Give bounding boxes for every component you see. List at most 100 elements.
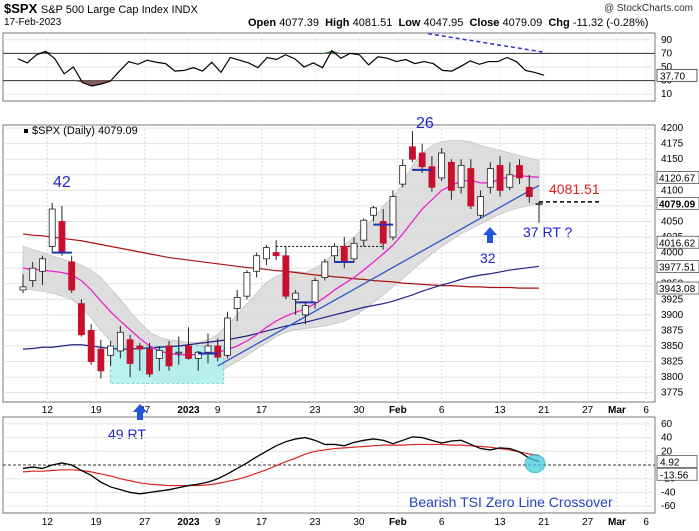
- price-value-tag: [656, 171, 699, 184]
- tsi-y-tick-label: 60: [661, 419, 673, 430]
- tsi-x-tick-label: 13: [494, 517, 506, 528]
- candle-body: [418, 152, 426, 168]
- candle-body: [97, 348, 105, 372]
- candle-body: [224, 317, 231, 356]
- candle-body: [253, 255, 261, 272]
- candle-body: [496, 165, 504, 191]
- tsi-x-tick-label: 6: [439, 517, 445, 528]
- price-value-tag-label: 4016.62: [659, 238, 696, 249]
- tsi-y-tick-label: -40: [661, 487, 676, 498]
- price-y-tick-label: 3925: [661, 294, 684, 305]
- price-x-tick-label: Feb: [389, 405, 407, 416]
- price-value-tag-label: 3943.08: [659, 284, 696, 295]
- tsi-x-tick-label: 27: [139, 517, 151, 528]
- candle-body: [535, 202, 543, 205]
- price-value-tag-label: 3977.51: [659, 263, 696, 274]
- rsi-y-tick-label: 70: [661, 48, 673, 59]
- candle-body: [107, 345, 115, 356]
- price-y-tick-label: 3875: [661, 325, 684, 336]
- symbol-title: $SPX S&P 500 Large Cap Index INDX: [4, 1, 198, 16]
- rsi-y-tick-label: 50: [661, 62, 673, 73]
- candle-body: [214, 345, 222, 358]
- price-y-tick-label: 3850: [661, 341, 684, 352]
- candle-body: [233, 297, 241, 310]
- price-x-tick-label: 13: [494, 405, 506, 416]
- candle-body: [292, 292, 300, 300]
- rsi-line: [17, 49, 545, 87]
- annotation-32: 32: [480, 250, 496, 266]
- price-panel-frame: [2, 124, 656, 403]
- candle-body: [262, 247, 270, 260]
- candle-body: [506, 174, 514, 188]
- price-y-tick-label: 4150: [661, 154, 684, 165]
- price-y-tick-label: 3775: [661, 388, 684, 399]
- candle-body: [516, 165, 523, 179]
- candle-body: [165, 345, 173, 367]
- price-x-tick-label: 6: [439, 405, 445, 416]
- candle-body: [243, 272, 251, 297]
- tsi-value-tag: [656, 467, 698, 481]
- candle-body: [136, 345, 144, 350]
- price-value-tag-label: 4120.67: [659, 173, 696, 184]
- candle-body: [457, 165, 465, 188]
- up-arrow-32: [483, 227, 497, 243]
- candle-body: [87, 330, 95, 362]
- crossover-highlight: [524, 454, 546, 474]
- price-y-tick-label: 4200: [661, 123, 684, 134]
- tsi-x-tick-label: Feb: [389, 517, 407, 528]
- candle-body: [350, 242, 358, 260]
- candle-body: [68, 261, 76, 291]
- candle-body: [399, 165, 407, 185]
- candle-body: [379, 221, 387, 244]
- candle-body: [282, 255, 290, 297]
- price-x-tick-label: Mar: [608, 405, 626, 416]
- tsi-x-tick-label: 30: [353, 517, 365, 528]
- candle-body: [301, 305, 309, 316]
- candle-body: [19, 286, 27, 291]
- tsi-x-tick-label: 12: [42, 517, 54, 528]
- price-x-tick-label: 23: [310, 405, 322, 416]
- price-value-tag: [656, 281, 699, 295]
- candle-body: [77, 303, 85, 336]
- candle-body: [370, 207, 377, 216]
- tsi-line: [22, 436, 540, 495]
- price-y-tick-label: 3900: [661, 310, 684, 321]
- candle-body: [331, 245, 338, 257]
- tsi-caption: Bearish TSI Zero Line Crossover: [409, 494, 613, 510]
- tsi-x-tick-label: 21: [538, 517, 550, 528]
- price-x-tick-label: 12: [42, 405, 54, 416]
- tsi-value-tag: [656, 455, 698, 469]
- tsi-y-tick-label: 20: [661, 446, 673, 457]
- candle-body: [58, 221, 66, 254]
- annotation-37rt: 37 RT ?: [523, 224, 573, 240]
- candle-body: [311, 280, 319, 303]
- price-y-tick-label: 4000: [661, 248, 684, 259]
- tsi-x-tick-label: 2023: [177, 517, 200, 528]
- tsi-y-tick-label: 40: [661, 433, 673, 444]
- price-x-tick-label: 19: [90, 405, 102, 416]
- rsi-last-value-tag: [656, 68, 698, 82]
- annotation-26: 26: [416, 115, 434, 132]
- rsi-y-tick-label: 10: [661, 89, 673, 100]
- tsi-x-tick-label: 19: [90, 517, 102, 528]
- candle-body: [486, 168, 494, 188]
- annotation-high: 4081.51: [549, 181, 600, 197]
- candle-body: [39, 258, 46, 272]
- trend-line: [217, 184, 540, 367]
- candle-body: [409, 146, 416, 160]
- price-y-tick-label: 4050: [661, 216, 684, 227]
- candle-body: [438, 152, 446, 179]
- tsi-x-tick-label: 23: [310, 517, 322, 528]
- tsi-value-tag-label: 4.92: [660, 458, 680, 469]
- price-x-tick-label: 27: [582, 405, 594, 416]
- tsi-signal-line: [22, 443, 540, 487]
- ma-long-line: [22, 233, 539, 289]
- price-legend: $SPX (Daily) 4079.09: [32, 125, 138, 137]
- tsi-y-tick-label: -60: [661, 501, 676, 512]
- rsi-oversold-fill: [73, 80, 120, 87]
- rsi-y-tick-label: 90: [661, 35, 673, 46]
- price-value-tag: [656, 235, 699, 249]
- price-x-tick-label: 17: [256, 405, 268, 416]
- candle-body: [447, 161, 455, 191]
